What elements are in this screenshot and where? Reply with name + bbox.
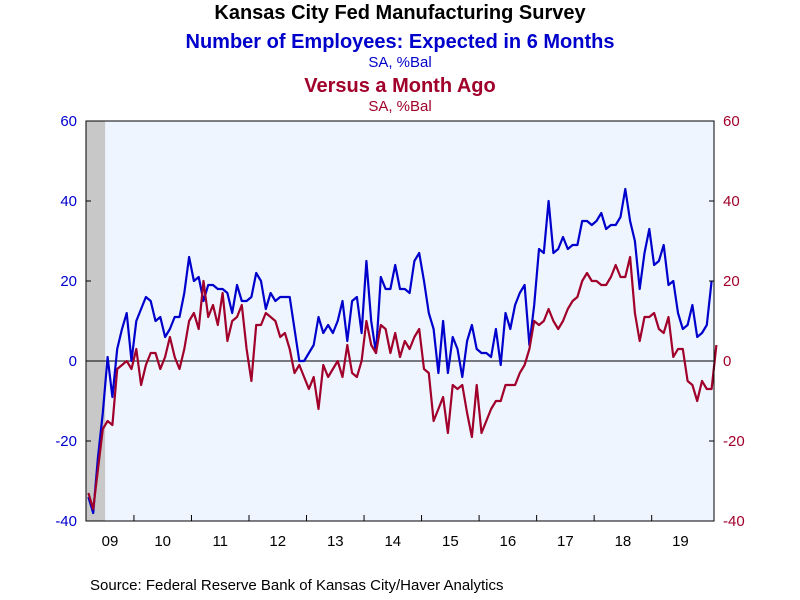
x-tick-label: 12 [269, 533, 286, 550]
series-1-title: Number of Employees: Expected in 6 Month… [185, 31, 615, 53]
x-tick-label: 14 [384, 533, 401, 550]
plot-frame [85, 120, 715, 522]
series-line-expected_6m [87, 187, 713, 515]
y-tick-label-right: 40 [723, 193, 740, 210]
y-tick-label-right: 20 [723, 273, 740, 290]
x-tick-label: 11 [212, 533, 228, 550]
source-note: Source: Federal Reserve Bank of Kansas C… [90, 577, 504, 594]
y-tick-label-right: -40 [723, 513, 745, 530]
y-tick-label-left: 20 [60, 273, 77, 290]
y-tick-label-left: -20 [55, 433, 77, 450]
y-tick-label-left: 60 [60, 113, 77, 130]
x-tick-label: 18 [615, 533, 632, 550]
x-tick-label: 17 [557, 533, 574, 550]
x-tick-label: 15 [442, 533, 459, 550]
series-1-units: SA, %Bal [368, 54, 432, 71]
plot-area [86, 121, 714, 521]
x-tick-label: 09 [102, 533, 119, 550]
y-tick-label-right: 0 [723, 353, 731, 370]
series-line-vs_month_ago [87, 255, 718, 511]
series-2-units: SA, %Bal [368, 98, 432, 115]
y-tick-label-right: 60 [723, 113, 740, 130]
recession-shading [86, 121, 106, 521]
y-tick-label-left: -40 [55, 513, 77, 530]
y-tick-label-left: 40 [60, 193, 77, 210]
x-tick-label: 10 [154, 533, 171, 550]
series-2-title: Versus a Month Ago [304, 75, 496, 97]
x-tick-label: 19 [672, 533, 689, 550]
y-tick-label-left: 0 [69, 353, 77, 370]
x-tick-label: 16 [500, 533, 517, 550]
x-tick-label: 13 [327, 533, 344, 550]
chart-title: Kansas City Fed Manufacturing Survey [214, 2, 586, 24]
y-tick-label-right: -20 [723, 433, 745, 450]
